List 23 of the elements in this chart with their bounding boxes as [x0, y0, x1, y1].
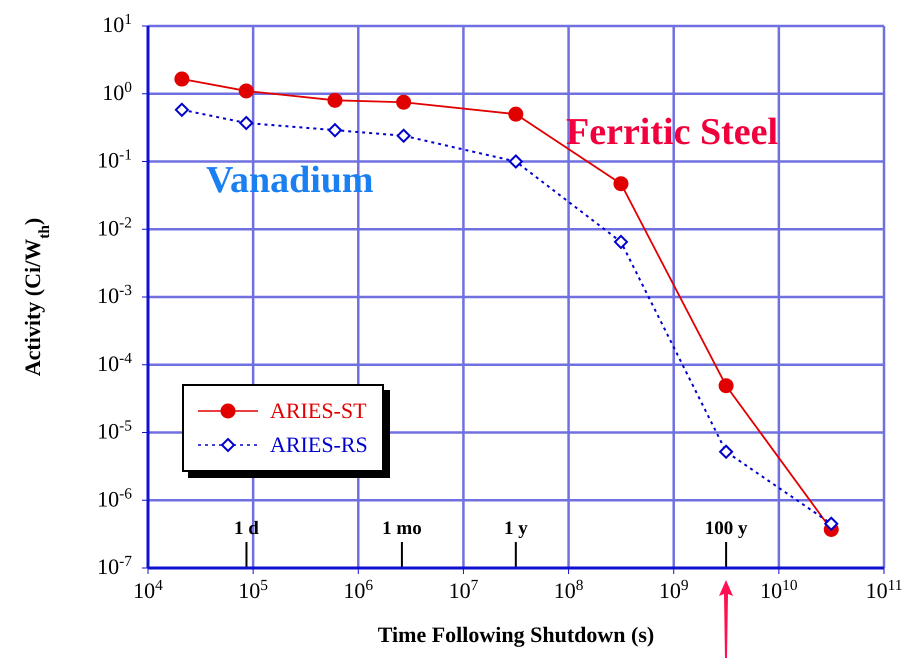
legend-label: ARIES-RS	[270, 432, 368, 458]
x-tick-label: 10$^{4}$	[133, 576, 164, 603]
legend-label: ARIES-ST	[270, 398, 367, 424]
ref-line-label: 100 y	[704, 518, 748, 539]
y-tick-label: 10$^{-2}$	[97, 214, 132, 240]
y-tick-label: 10$^{-7}$	[97, 552, 132, 579]
y-tick-label: 10$^{1}$	[102, 10, 132, 37]
x-axis-title: Time Following Shutdown (s)	[378, 622, 654, 647]
y-tick-label: 10$^{-6}$	[97, 484, 132, 512]
x-tick-label: 10$^{10}$	[760, 576, 798, 603]
y-tick-label: 10$^{0}$	[102, 78, 132, 105]
y-tick-label: 10$^{-4}$	[97, 349, 132, 376]
x-tick-label: 10$^{6}$	[343, 576, 374, 603]
x-tick-label: 10$^{9}$	[658, 576, 689, 603]
x-tick-label: 10$^{5}$	[238, 576, 268, 603]
ref-line-label: 1 y	[504, 518, 528, 539]
y-tick-label: 10$^{-5}$	[97, 417, 132, 444]
ref-line-label: 1 mo	[382, 518, 422, 539]
x-tick-label: 10$^{7}$	[448, 576, 479, 603]
x-tick-label: 10$^{11}$	[866, 576, 902, 603]
y-tick-label: 10$^{-3}$	[97, 282, 132, 308]
y-tick-label: 10$^{-1}$	[97, 146, 132, 172]
x-tick-label: 10$^{8}$	[554, 576, 584, 603]
